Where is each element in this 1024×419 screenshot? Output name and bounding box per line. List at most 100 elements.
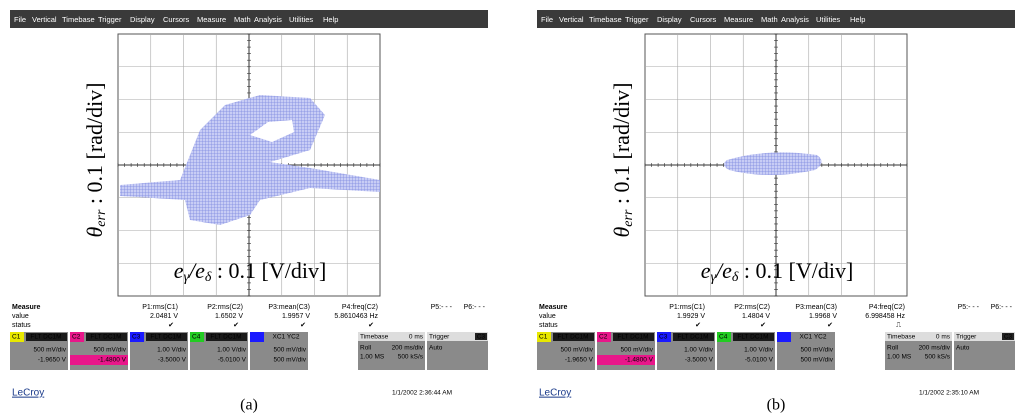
menu-item[interactable]: Trigger: [625, 15, 649, 24]
channel-scale: 500 mV/div: [93, 347, 126, 354]
menu-item[interactable]: Trigger: [98, 15, 122, 24]
measure-status: ✔: [300, 322, 306, 329]
timestamp: 1/1/2002 2:35:10 AM: [919, 390, 979, 397]
measure-value: 6.998458 Hz: [865, 313, 905, 320]
menu-item[interactable]: File: [14, 15, 26, 24]
channel-name: C1: [539, 334, 548, 341]
menu-item[interactable]: Utilities: [289, 15, 313, 24]
channel-tag: FLT DC1M: [737, 334, 768, 341]
channel-name: C3: [659, 334, 668, 341]
measure-param: P1:rms(C1): [669, 304, 705, 311]
label-part: /e: [714, 258, 732, 283]
measure-param: P3:mean(C3): [795, 304, 837, 311]
channel-tag: FLT DC1M: [617, 334, 648, 341]
trigger-mode: Auto: [429, 345, 443, 352]
channel-name: C2: [599, 334, 608, 341]
channel-tag: FLT DC1M: [677, 334, 708, 341]
channel-name: C2: [72, 334, 81, 341]
channel-tag: FLT DC1M: [90, 334, 121, 341]
x-axis-label: eγ/eδ : 0.1 [V/div]: [701, 258, 854, 285]
trigger-source: C3: [1004, 334, 1013, 341]
channel-name: C3: [132, 334, 141, 341]
menu-item[interactable]: Measure: [197, 15, 226, 24]
channel-color: [597, 332, 611, 342]
measure-row-label: status: [539, 322, 558, 329]
measure-status: ⎍: [896, 322, 901, 329]
menu-item[interactable]: Analysis: [781, 15, 809, 24]
channel-tag-bg: [673, 333, 714, 341]
label-part: : 0.1 [V/div]: [211, 258, 326, 283]
trigger-mode: Auto: [956, 345, 970, 352]
menu-item[interactable]: Cursors: [163, 15, 190, 24]
menu-item[interactable]: Display: [657, 15, 682, 24]
timebase-points: 1.00 MS: [887, 354, 912, 361]
channel-color: [190, 332, 204, 342]
measure-title: Measure: [539, 304, 568, 311]
label-part: : 0.1 [V/div]: [738, 258, 853, 283]
channel-tag-bg: [146, 333, 187, 341]
menu-item[interactable]: Math: [234, 15, 251, 24]
channel-color: [537, 332, 551, 342]
scope-panel: File Vertical Timebase Trigger Display Cursor…: [10, 10, 488, 414]
label-part: γ: [183, 270, 189, 285]
channel-box[interactable]: C1 FLT DC1M 500 mV/div -1.9650 V: [537, 332, 595, 370]
channel-offset: -1.4800 V: [98, 357, 127, 364]
measure-param: P6:- - -: [464, 304, 486, 311]
menu-item[interactable]: Display: [130, 15, 155, 24]
measure-param: P3:mean(C3): [268, 304, 310, 311]
menu-item[interactable]: Utilities: [816, 15, 840, 24]
label-part: : 0.1 [rad/div]: [82, 82, 107, 209]
channel-offset: 500 mV/div: [800, 357, 833, 364]
menu-item[interactable]: Cursors: [690, 15, 717, 24]
timebase-delay: 0 ms: [936, 334, 951, 341]
channel-tag-bg: [553, 333, 594, 341]
y-axis-label: θerr : 0.1 [rad/div]: [609, 82, 636, 237]
channel-name: C1: [12, 334, 21, 341]
timebase-head: [885, 332, 952, 341]
measure-status: ✔: [233, 322, 239, 329]
channel-highlight: [70, 355, 128, 365]
timebase-sample: 500 kS/s: [925, 354, 951, 361]
channel-tag: FLT DC1M: [210, 334, 241, 341]
measure-value: 5.8610463 Hz: [334, 313, 378, 320]
menu-item[interactable]: Help: [323, 15, 338, 24]
label-part: e: [701, 258, 711, 283]
channel-color: [70, 332, 84, 342]
channel-box[interactable]: C4 FLT DC1M 1.00 V/div -5.0100 V: [717, 332, 775, 370]
channel-offset: -1.4800 V: [625, 357, 654, 364]
menu-item[interactable]: Measure: [724, 15, 753, 24]
label-part: θ: [82, 227, 107, 238]
trigger-title: Trigger: [429, 334, 450, 341]
menu-bar: [10, 10, 488, 28]
measure-row-label: value: [12, 313, 29, 320]
channel-box[interactable]: XC1 YC2 500 mV/div 500 mV/div: [777, 332, 835, 370]
trigger-head: [954, 332, 1015, 341]
channel-offset: -5.0100 V: [745, 357, 774, 364]
menu-item[interactable]: Help: [850, 15, 865, 24]
label-part: /e: [187, 258, 205, 283]
xy-trace: [250, 120, 294, 142]
measure-status: ✔: [168, 322, 174, 329]
channel-box[interactable]: XC1 YC2 500 mV/div 500 mV/div: [250, 332, 308, 370]
menu-item[interactable]: Vertical: [559, 15, 584, 24]
channel-box[interactable]: C1 FLT DC1M 500 mV/div -1.9650 V: [10, 332, 68, 370]
menu-item[interactable]: Timebase: [589, 15, 622, 24]
channel-box[interactable]: C4 FLT DC1M 1.00 V/div -5.0100 V: [190, 332, 248, 370]
channel-box[interactable]: C2 FLT DC1M 500 mV/div -1.4800 V: [597, 332, 655, 370]
timebase-delay: 0 ms: [409, 334, 424, 341]
channel-box[interactable]: C2 FLT DC1M 500 mV/div -1.4800 V: [70, 332, 128, 370]
menu-item[interactable]: Analysis: [254, 15, 282, 24]
channel-box[interactable]: C3 FLT DC1M 1.00 V/div -3.5000 V: [657, 332, 715, 370]
measure-value: 1.4804 V: [742, 313, 770, 320]
measure-row-label: status: [12, 322, 31, 329]
menu-item[interactable]: Math: [761, 15, 778, 24]
channel-tag: XC1 YC2: [800, 334, 827, 341]
menu-item[interactable]: Vertical: [32, 15, 57, 24]
channel-scale: 500 mV/div: [273, 347, 306, 354]
menu-item[interactable]: File: [541, 15, 553, 24]
channel-color: [10, 332, 24, 342]
menu-item[interactable]: Timebase: [62, 15, 95, 24]
channel-box[interactable]: C3 FLT DC1M 1.00 V/div -3.5000 V: [130, 332, 188, 370]
channel-tag: FLT DC1M: [557, 334, 588, 341]
channel-offset: -1.9650 V: [38, 357, 67, 364]
